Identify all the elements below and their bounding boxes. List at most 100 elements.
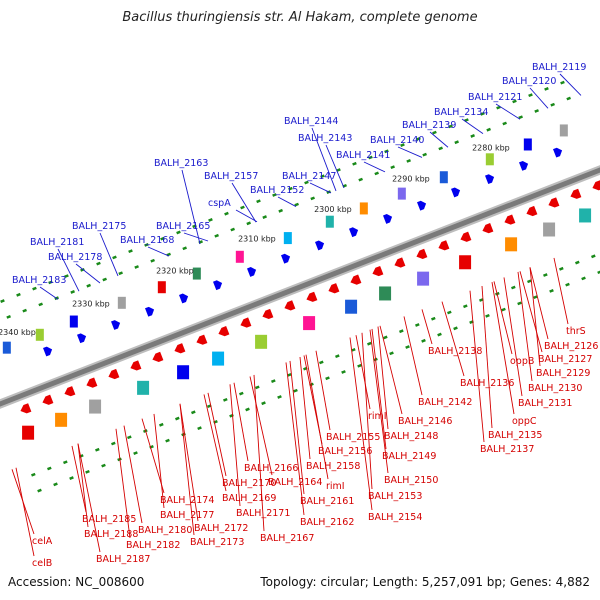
bottom-gene-label: celB bbox=[32, 558, 52, 569]
gene-block-lower bbox=[345, 299, 358, 314]
tick-row-outer-top bbox=[560, 80, 565, 85]
bottom-gene-label: BALH_2137 bbox=[480, 444, 534, 455]
gene-block-upper bbox=[559, 124, 568, 137]
bottom-leader-line bbox=[441, 301, 465, 377]
top-leader-line bbox=[277, 196, 297, 207]
tick-row-outer-bottom bbox=[517, 301, 522, 306]
bottom-gene-label: BALH_2169 bbox=[222, 493, 276, 504]
accession-text: Accession: NC_008600 bbox=[8, 575, 145, 589]
tick-row-inner-bottom bbox=[63, 460, 68, 465]
gene-arrow-forward bbox=[43, 346, 53, 357]
tick-row-inner-bottom bbox=[447, 310, 452, 315]
top-leader-line bbox=[495, 103, 521, 120]
bottom-leader-line bbox=[233, 382, 249, 462]
gene-arrow-reverse bbox=[284, 300, 296, 311]
bottom-gene-label: BALH_2180 bbox=[138, 525, 192, 536]
top-leader-line bbox=[311, 127, 337, 192]
bottom-leader-line bbox=[529, 267, 549, 340]
tick-row-outer-top bbox=[224, 211, 229, 216]
tick-row-outer-top bbox=[352, 161, 357, 166]
tick-row-outer-bottom bbox=[277, 395, 282, 399]
tick-row-inner-top bbox=[134, 265, 139, 269]
tick-row-inner-top bbox=[70, 290, 75, 294]
tick-row-outer-top bbox=[0, 299, 5, 303]
bottom-leader-line bbox=[379, 325, 403, 415]
tick-row-outer-top bbox=[144, 243, 149, 247]
tick-row-inner-top bbox=[230, 227, 235, 232]
tick-row-inner-bottom bbox=[191, 410, 196, 415]
gene-block-lower bbox=[379, 286, 392, 301]
bottom-gene-label: BALH_2162 bbox=[300, 517, 354, 528]
top-leader-line bbox=[99, 232, 119, 277]
bottom-gene-label: BALH_2171 bbox=[236, 508, 290, 519]
tick-row-outer-top bbox=[496, 105, 501, 110]
tick-row-inner-top bbox=[550, 102, 555, 107]
tick-row-outer-bottom bbox=[405, 345, 410, 349]
gene-arrow-reverse bbox=[42, 394, 54, 405]
tick-row-inner-top bbox=[246, 221, 251, 226]
gene-arrow-reverse bbox=[526, 205, 538, 217]
bottom-leader-line bbox=[403, 316, 423, 396]
gene-arrow-reverse bbox=[262, 308, 274, 320]
gene-block-lower bbox=[89, 399, 102, 414]
bottom-gene-label: BALH_2188 bbox=[84, 529, 138, 540]
bottom-gene-label: BALH_2170 bbox=[222, 478, 276, 489]
tick-row-outer-bottom bbox=[565, 282, 570, 287]
tick-row-inner-top bbox=[22, 308, 27, 313]
bottom-gene-label: BALH_2130 bbox=[528, 383, 582, 394]
gene-arrow-reverse bbox=[548, 197, 560, 208]
tick-row-inner-top bbox=[214, 233, 219, 238]
gene-block-lower bbox=[212, 351, 225, 366]
bottom-gene-label: BALH_2129 bbox=[536, 368, 590, 379]
page-title: Bacillus thuringiensis str. Al Hakam, co… bbox=[122, 10, 478, 25]
top-leader-line bbox=[231, 182, 257, 223]
tick-row-outer-top bbox=[32, 286, 37, 291]
bottom-gene-label: BALH_2155 bbox=[326, 432, 380, 443]
gene-block-upper bbox=[439, 171, 448, 184]
gene-arrow-forward bbox=[111, 320, 121, 330]
gene-arrow-reverse bbox=[350, 274, 362, 285]
gene-arrow-reverse bbox=[108, 368, 120, 380]
tick-row-inner-bottom bbox=[367, 341, 372, 346]
bottom-gene-label: BALH_2182 bbox=[126, 540, 180, 551]
tick-row-inner-bottom bbox=[319, 360, 324, 365]
bottom-gene-label: BALH_2166 bbox=[244, 463, 298, 474]
gene-block-lower bbox=[137, 380, 150, 395]
tick-row-inner-top bbox=[38, 302, 43, 307]
tick-row-outer-bottom bbox=[437, 332, 442, 337]
top-leader-line bbox=[363, 161, 386, 173]
tick-row-outer-top bbox=[416, 136, 421, 141]
gene-arrow-reverse bbox=[240, 317, 252, 328]
tick-row-outer-top bbox=[544, 87, 549, 91]
bottom-gene-label: BALH_2164 bbox=[268, 477, 322, 488]
tick-row-inner-bottom bbox=[255, 385, 260, 390]
bottom-gene-label: BALH_2173 bbox=[190, 537, 244, 548]
tick-row-outer-bottom bbox=[453, 326, 458, 331]
tick-row-outer-top bbox=[176, 230, 181, 235]
tick-row-inner-bottom bbox=[431, 316, 436, 321]
tick-row-outer-bottom bbox=[389, 351, 394, 356]
gene-block-lower bbox=[55, 412, 68, 427]
scale-tick-label: 2290 kbp bbox=[392, 174, 430, 183]
tick-row-inner-top bbox=[406, 159, 411, 163]
gene-block-upper bbox=[397, 187, 406, 200]
tick-row-inner-top bbox=[6, 315, 11, 319]
tick-row-inner-top bbox=[470, 134, 475, 138]
tick-row-inner-bottom bbox=[111, 441, 116, 446]
bottom-leader-line bbox=[207, 392, 227, 477]
gene-block-lower bbox=[255, 334, 268, 349]
top-gene-label: BALH_2152 bbox=[250, 185, 304, 196]
scale-tick-label: 2340 kbp bbox=[0, 328, 36, 337]
gene-block-upper bbox=[523, 138, 532, 151]
gene-block-upper bbox=[283, 232, 292, 245]
bottom-leader-line bbox=[123, 425, 143, 524]
bottom-leader-line bbox=[77, 443, 89, 528]
tick-row-outer-top bbox=[528, 93, 533, 98]
tick-row-outer-bottom bbox=[293, 388, 298, 393]
top-gene-label: BALH_2139 bbox=[402, 120, 456, 131]
tick-row-inner-bottom bbox=[287, 372, 292, 377]
tick-row-inner-bottom bbox=[591, 254, 596, 259]
tick-row-inner-top bbox=[390, 165, 395, 170]
top-leader-line bbox=[75, 263, 101, 284]
